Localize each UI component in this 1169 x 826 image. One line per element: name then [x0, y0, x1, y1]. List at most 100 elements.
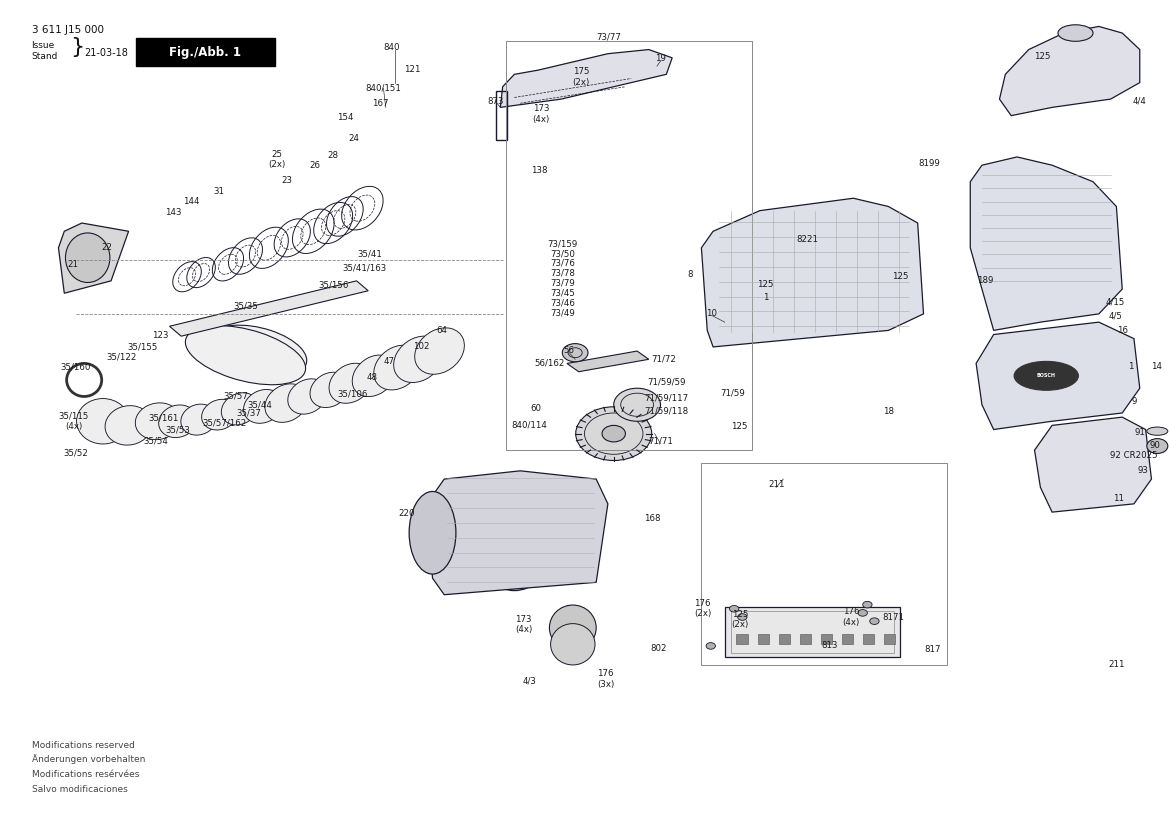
Text: 18: 18 — [883, 407, 894, 415]
Text: 138: 138 — [531, 167, 547, 175]
Ellipse shape — [706, 643, 715, 649]
Text: 35/122: 35/122 — [106, 353, 137, 361]
Text: 22: 22 — [101, 244, 112, 252]
Ellipse shape — [208, 325, 306, 377]
Text: 4/3: 4/3 — [523, 677, 537, 686]
Text: 211: 211 — [768, 481, 784, 489]
Text: 11: 11 — [1113, 494, 1125, 502]
Text: 121: 121 — [404, 65, 421, 74]
Ellipse shape — [562, 344, 588, 362]
Text: 90: 90 — [1149, 441, 1161, 449]
Text: 176
(2x): 176 (2x) — [694, 599, 711, 619]
Text: 802: 802 — [650, 644, 666, 653]
Text: 176
(4x): 176 (4x) — [843, 607, 859, 627]
Text: 16: 16 — [1116, 326, 1128, 335]
Ellipse shape — [1147, 427, 1168, 435]
Text: 3 611 J15 000: 3 611 J15 000 — [32, 25, 104, 35]
Text: 73/79: 73/79 — [549, 279, 575, 287]
Text: 93: 93 — [1137, 467, 1149, 475]
Polygon shape — [1035, 417, 1151, 512]
Ellipse shape — [159, 405, 196, 438]
Text: 56: 56 — [563, 346, 575, 354]
Bar — [779, 634, 790, 644]
Text: 189: 189 — [977, 277, 994, 285]
Ellipse shape — [1058, 25, 1093, 41]
Text: 56/162: 56/162 — [534, 359, 565, 368]
Text: Issue: Issue — [32, 41, 55, 50]
Text: 71/59: 71/59 — [720, 389, 746, 397]
Text: 8199: 8199 — [919, 159, 940, 168]
Polygon shape — [567, 351, 649, 372]
Ellipse shape — [858, 610, 867, 616]
Ellipse shape — [77, 399, 129, 444]
Text: 73/50: 73/50 — [549, 249, 575, 258]
Text: 60: 60 — [530, 405, 541, 413]
Text: 9: 9 — [1132, 397, 1136, 406]
Ellipse shape — [576, 406, 652, 461]
Text: 28: 28 — [327, 151, 339, 159]
Text: 4/5: 4/5 — [1108, 311, 1122, 320]
Text: 175
(2x): 175 (2x) — [573, 67, 589, 87]
Bar — [800, 634, 811, 644]
Text: Modifications reserved: Modifications reserved — [32, 741, 134, 749]
Text: 35/57: 35/57 — [223, 392, 249, 400]
Text: 35/155: 35/155 — [127, 343, 158, 351]
Text: 144: 144 — [184, 197, 200, 206]
Text: 167: 167 — [372, 99, 388, 107]
Text: 35/41: 35/41 — [357, 249, 382, 258]
Polygon shape — [427, 471, 608, 595]
Text: 8221: 8221 — [797, 235, 818, 244]
Polygon shape — [500, 50, 672, 107]
Text: 71/72: 71/72 — [651, 355, 677, 363]
Ellipse shape — [65, 233, 110, 282]
Text: 4/15: 4/15 — [1106, 298, 1125, 306]
Text: 123: 123 — [152, 331, 168, 339]
Text: 73/159: 73/159 — [547, 240, 577, 248]
Bar — [496, 91, 507, 140]
Ellipse shape — [310, 373, 350, 407]
Text: 24: 24 — [348, 135, 360, 143]
Ellipse shape — [602, 425, 625, 442]
Text: 71/59/117: 71/59/117 — [644, 394, 689, 402]
Ellipse shape — [288, 379, 327, 414]
Bar — [506, 41, 752, 450]
Text: 19: 19 — [655, 55, 666, 63]
Text: 14: 14 — [1150, 363, 1162, 371]
Text: 176
(3x): 176 (3x) — [597, 669, 614, 689]
Ellipse shape — [1015, 362, 1079, 390]
Text: 35/37: 35/37 — [236, 409, 262, 417]
Ellipse shape — [243, 390, 283, 423]
Text: 125: 125 — [1035, 52, 1051, 60]
Text: 154: 154 — [337, 113, 353, 121]
Text: 4/4: 4/4 — [1133, 97, 1147, 105]
Text: Salvo modificaciones: Salvo modificaciones — [32, 786, 127, 794]
Text: 35/156: 35/156 — [318, 281, 348, 289]
Text: 35/160: 35/160 — [61, 363, 91, 371]
Text: 73/49: 73/49 — [549, 309, 575, 317]
Text: 73/78: 73/78 — [549, 269, 575, 278]
Ellipse shape — [870, 618, 879, 624]
Text: 840/114: 840/114 — [512, 420, 547, 429]
Ellipse shape — [394, 336, 443, 382]
Text: 1: 1 — [763, 293, 768, 301]
FancyBboxPatch shape — [136, 38, 275, 66]
Text: 873: 873 — [487, 97, 504, 106]
Text: 168: 168 — [644, 515, 660, 523]
Ellipse shape — [105, 406, 152, 445]
Text: 220: 220 — [399, 510, 415, 518]
Text: 125: 125 — [758, 281, 774, 289]
Polygon shape — [976, 322, 1140, 430]
Text: 35/115
(4x): 35/115 (4x) — [58, 411, 89, 431]
Text: Modifications resérvées: Modifications resérvées — [32, 771, 139, 779]
Text: 840: 840 — [383, 43, 400, 51]
Bar — [821, 634, 832, 644]
Text: 21: 21 — [67, 260, 78, 268]
Text: 23: 23 — [281, 176, 292, 184]
Ellipse shape — [352, 355, 396, 396]
Polygon shape — [701, 198, 924, 347]
Text: 125: 125 — [892, 273, 908, 281]
Text: 35/161: 35/161 — [148, 414, 179, 422]
Bar — [842, 634, 853, 644]
Text: 48: 48 — [366, 373, 378, 382]
Ellipse shape — [409, 491, 456, 574]
